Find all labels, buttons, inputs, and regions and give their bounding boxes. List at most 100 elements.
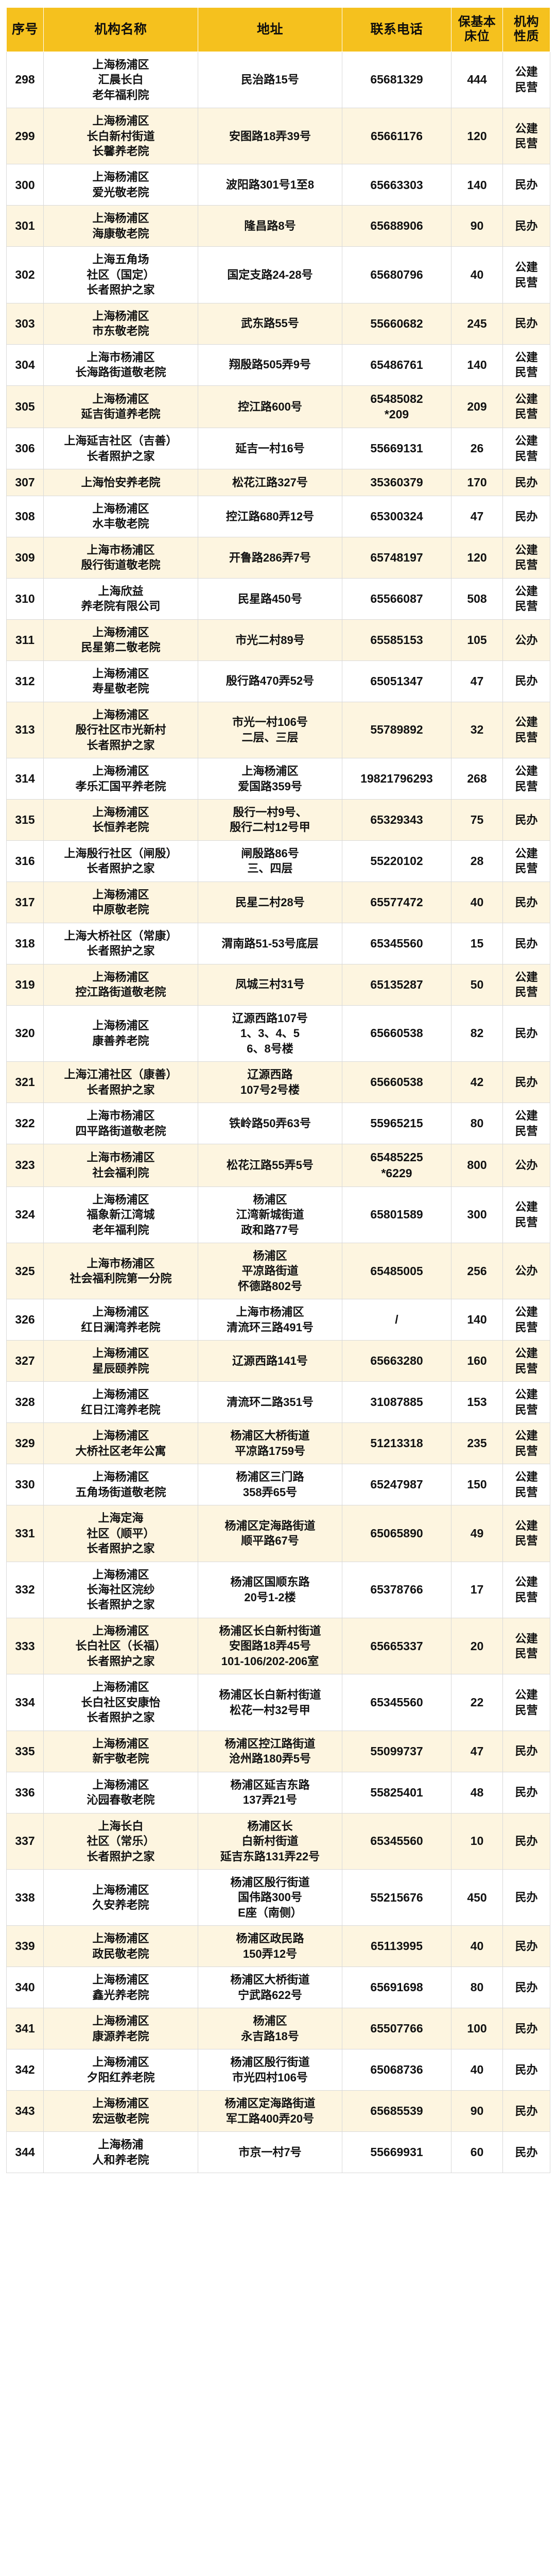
institution-address: 民星二村28号 — [198, 881, 342, 923]
row-index: 323 — [6, 1143, 44, 1187]
institution-address: 殷行一村9号、 殷行二村12号甲 — [198, 799, 342, 841]
table-row: 320 上海杨浦区 康善养老院 辽源西路107号 1、3、4、5 6、8号楼 6566… — [6, 1005, 550, 1062]
institution-address: 上海杨浦区 爱国路359号 — [198, 758, 342, 800]
contact-phone: 65577472 — [342, 881, 451, 923]
institution-address: 市光二村89号 — [198, 619, 342, 661]
institution-type: 民办 — [502, 1967, 550, 2009]
institution-address: 开鲁路286弄7号 — [198, 536, 342, 579]
institution-name: 上海杨浦区 控江路街道敬老院 — [43, 963, 198, 1006]
table-row: 304 上海市杨浦区 长海路街道敬老院 翔殷路505弄9号 65486761 140 公建… — [6, 344, 550, 386]
institution-address: 控江路600号 — [198, 385, 342, 429]
table-row: 299 上海杨浦区 长白新村街道 长馨养老院 安图路18弄39号 65661176 12… — [6, 108, 550, 165]
row-index: 337 — [6, 1812, 44, 1870]
basic-beds-count: 40 — [451, 881, 503, 923]
basic-beds-count: 444 — [451, 51, 503, 109]
contact-phone: 65566087 — [342, 578, 451, 620]
contact-phone: 65661176 — [342, 108, 451, 165]
basic-beds-count: 48 — [451, 1771, 503, 1814]
basic-beds-count: 40 — [451, 246, 503, 303]
row-index: 304 — [6, 344, 44, 386]
institution-name: 上海杨浦区 殷行社区市光新村 长者照护之家 — [43, 701, 198, 759]
contact-phone: 65507766 — [342, 2008, 451, 2050]
institution-type: 公建 民营 — [502, 428, 550, 470]
institution-type: 公办 — [502, 1242, 550, 1300]
table-row: 305 上海杨浦区 延吉街道养老院 控江路600号 65485082 *209 209 公… — [6, 385, 550, 429]
contact-phone: 65585153 — [342, 619, 451, 661]
contact-phone: 65065890 — [342, 1505, 451, 1562]
institution-name: 上海杨浦区 长白新村街道 长馨养老院 — [43, 108, 198, 165]
basic-beds-count: 26 — [451, 428, 503, 470]
contact-phone: 65660538 — [342, 1005, 451, 1062]
contact-phone: 65329343 — [342, 799, 451, 841]
row-index: 300 — [6, 164, 44, 206]
row-index: 319 — [6, 963, 44, 1006]
institution-type: 民办 — [502, 469, 550, 496]
row-index: 301 — [6, 205, 44, 247]
institution-name: 上海杨浦区 五角场街道敬老院 — [43, 1464, 198, 1506]
institution-type: 公建 民营 — [502, 1103, 550, 1144]
contact-phone: 55965215 — [342, 1103, 451, 1144]
contact-phone: 19821796293 — [342, 758, 451, 800]
basic-beds-count: 75 — [451, 799, 503, 841]
basic-beds-count: 17 — [451, 1561, 503, 1618]
institution-address: 民星路450号 — [198, 578, 342, 620]
institution-type: 公建 民营 — [502, 963, 550, 1006]
institution-name: 上海杨浦区 长白社区（长福） 长者照护之家 — [43, 1617, 198, 1675]
table-row: 334 上海杨浦区 长白社区安康怡 长者照护之家 杨浦区长白新村街道 松花一村32号… — [6, 1674, 550, 1731]
table-row: 325 上海市杨浦区 社会福利院第一分院 杨浦区 平凉路街道 怀德路802号 6548… — [6, 1242, 550, 1300]
institution-name: 上海杨浦区 汇晨长白 老年福利院 — [43, 51, 198, 109]
basic-beds-count: 153 — [451, 1381, 503, 1423]
table-row: 312 上海杨浦区 寿星敬老院 殷行路470弄52号 65051347 47 民办 — [6, 660, 550, 702]
institution-address: 杨浦区长白新村街道 松花一村32号甲 — [198, 1674, 342, 1731]
institution-name: 上海杨浦区 康善养老院 — [43, 1005, 198, 1062]
institution-address: 松花江路327号 — [198, 469, 342, 496]
table-row: 343 上海杨浦区 宏运敬老院 杨浦区定海路街道 军工路400弄20号 6568553… — [6, 2090, 550, 2132]
table-row: 309 上海市杨浦区 殷行街道敬老院 开鲁路286弄7号 65748197 120 公建 … — [6, 536, 550, 579]
contact-phone: 65663303 — [342, 164, 451, 206]
institution-name: 上海杨浦区 宏运敬老院 — [43, 2090, 198, 2132]
institution-name: 上海江浦社区（康善） 长者照护之家 — [43, 1061, 198, 1104]
institution-name: 上海杨浦区 沁园春敬老院 — [43, 1771, 198, 1814]
institution-type: 公建 民营 — [502, 1561, 550, 1618]
institution-address: 渭南路51-53号底层 — [198, 922, 342, 964]
institution-type: 民办 — [502, 495, 550, 537]
table-row: 326 上海杨浦区 红日澜湾养老院 上海市杨浦区 清流环三路491号/140 公建 民… — [6, 1299, 550, 1341]
institution-type: 公建 民营 — [502, 536, 550, 579]
row-index: 315 — [6, 799, 44, 841]
basic-beds-count: 80 — [451, 1967, 503, 2009]
institution-name: 上海市杨浦区 社会福利院 — [43, 1143, 198, 1187]
institution-type: 民办 — [502, 1812, 550, 1870]
institution-address: 民治路15号 — [198, 51, 342, 109]
institution-type: 公建 民营 — [502, 578, 550, 620]
institution-address: 杨浦区大桥街道 平凉路1759号 — [198, 1422, 342, 1465]
institution-name: 上海杨浦区 红日澜湾养老院 — [43, 1299, 198, 1341]
basic-beds-count: 300 — [451, 1186, 503, 1244]
institution-name: 上海杨浦区 海康敬老院 — [43, 205, 198, 247]
institution-address: 杨浦区三门路 358弄65号 — [198, 1464, 342, 1506]
institution-type: 公建 民营 — [502, 1186, 550, 1244]
institution-address: 杨浦区大桥街道 宁武路622号 — [198, 1967, 342, 2009]
table-row: 301 上海杨浦区 海康敬老院 隆昌路8号 65688906 90 民办 — [6, 205, 550, 247]
row-index: 329 — [6, 1422, 44, 1465]
basic-beds-count: 47 — [451, 495, 503, 537]
institution-name: 上海杨浦区 寿星敬老院 — [43, 660, 198, 702]
institution-type: 公建 民营 — [502, 701, 550, 759]
institution-name: 上海杨浦区 久安养老院 — [43, 1869, 198, 1926]
row-index: 333 — [6, 1617, 44, 1675]
contact-phone: 65485082 *209 — [342, 385, 451, 429]
institution-name: 上海五角场 社区（国定） 长者照护之家 — [43, 246, 198, 303]
institution-address: 控江路680弄12号 — [198, 495, 342, 537]
institution-name: 上海杨浦区 星辰颐养院 — [43, 1340, 198, 1382]
institution-name: 上海杨浦区 中原敬老院 — [43, 881, 198, 923]
column-header-address: 地址 — [198, 7, 342, 52]
basic-beds-count: 49 — [451, 1505, 503, 1562]
institution-type: 民办 — [502, 1730, 550, 1772]
contact-phone: 65485005 — [342, 1242, 451, 1300]
table-row: 308 上海杨浦区 水丰敬老院 控江路680弄12号 65300324 47 民办 — [6, 495, 550, 537]
table-row: 344 上海杨浦 人和养老院 市京一村7号 55669931 60 民办 — [6, 2131, 550, 2174]
institution-address: 杨浦区 江湾新城街道 政和路77号 — [198, 1186, 342, 1244]
table-row: 327 上海杨浦区 星辰颐养院 辽源西路141号 65663280 160 公建 民营 — [6, 1340, 550, 1382]
table-row: 317 上海杨浦区 中原敬老院 民星二村28号 65577472 40 民办 — [6, 881, 550, 923]
institution-address: 闸殷路86号 三、四层 — [198, 840, 342, 882]
row-index: 302 — [6, 246, 44, 303]
